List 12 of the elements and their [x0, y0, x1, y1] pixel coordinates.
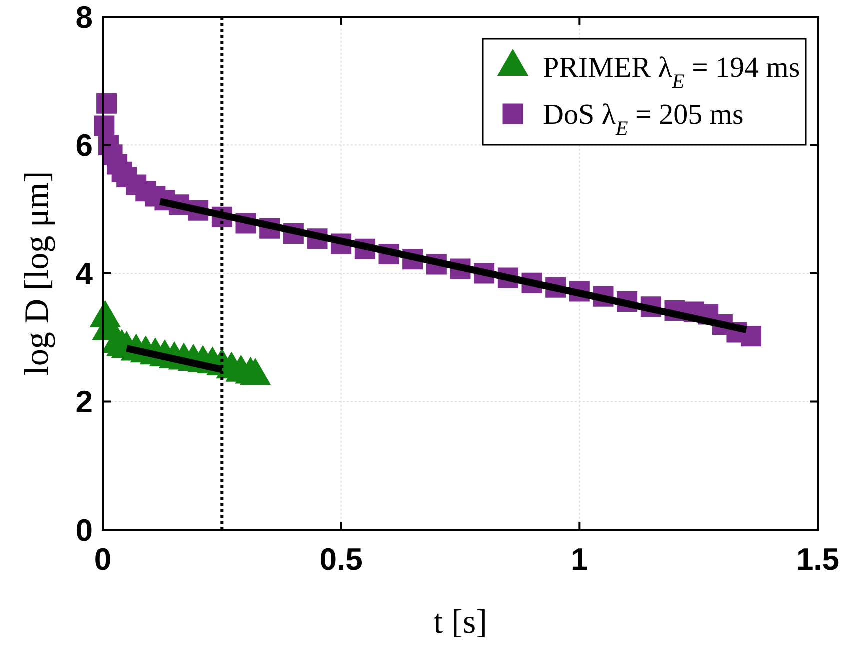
legend-label: DoS λ$_{E}$ = 205 ms [543, 99, 744, 140]
legend-label: PRIMER λ$_{E}$ = 194 ms [543, 52, 800, 94]
x-tick-label: 1.5 [796, 542, 840, 577]
x-tick-label: 0.5 [320, 542, 363, 577]
y-axis-title: log D [log μm] [19, 171, 56, 376]
y-tick-label: 4 [76, 256, 94, 292]
y-tick-label: 8 [76, 0, 93, 35]
y-tick-label: 6 [76, 128, 93, 164]
x-axis-title: t [s] [434, 604, 488, 641]
x-tick-label: 1 [571, 542, 588, 577]
y-tick-label: 2 [76, 384, 93, 420]
y-tick-label: 0 [76, 512, 93, 548]
